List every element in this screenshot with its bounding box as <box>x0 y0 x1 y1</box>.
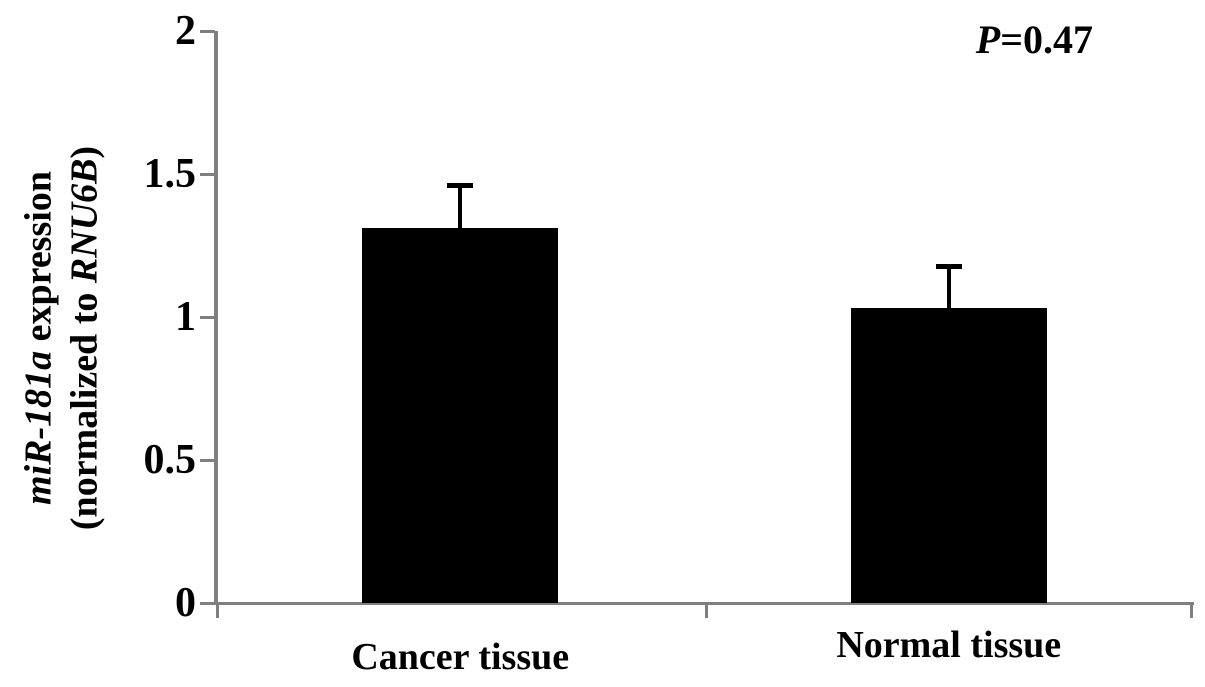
error-bar-stem <box>458 185 463 229</box>
y-tick-label: 1.5 <box>143 151 197 197</box>
x-tick-mark <box>216 605 219 618</box>
error-bar-stem <box>946 265 951 309</box>
y-tick-label: 2 <box>175 8 196 54</box>
error-bar-cap <box>935 263 962 269</box>
y-tick-label: 0 <box>175 580 196 626</box>
category-label-cancer-tissue: Cancer tissue <box>351 636 570 678</box>
text-segment: expression <box>17 171 60 351</box>
y-tick-mark <box>200 315 215 319</box>
text-segment: (normalized to <box>64 283 106 531</box>
italic-text-segment: P <box>975 17 1001 62</box>
x-tick-mark <box>704 605 708 618</box>
p-value-annotation: P=0.47 <box>976 20 1093 60</box>
bar-normal-tissue <box>850 308 1047 603</box>
x-tick-mark <box>1190 605 1193 618</box>
y-axis-line <box>214 31 218 605</box>
y-axis-title-line: (normalized to RNU6B) <box>62 146 108 530</box>
italic-text-segment: miR-181a <box>17 350 60 505</box>
y-tick-label: 0.5 <box>143 437 197 483</box>
error-bar-cap <box>447 183 474 189</box>
italic-text-segment: RNU6B <box>64 158 106 284</box>
y-tick-mark <box>200 458 215 462</box>
x-axis-line <box>214 602 1194 605</box>
text-segment: =0.47 <box>1000 17 1093 62</box>
y-tick-mark <box>200 601 215 605</box>
y-axis-title: miR-181a expression (normalized to RNU6B) <box>16 146 109 530</box>
bar-cancer-tissue <box>362 228 559 603</box>
y-tick-mark <box>200 172 215 176</box>
y-tick-label: 1 <box>175 294 196 340</box>
y-tick-mark <box>200 29 215 33</box>
y-axis-title-line: miR-181a expression <box>16 146 62 530</box>
category-label-normal-tissue: Normal tissue <box>836 624 1062 666</box>
text-segment: ) <box>64 145 106 159</box>
